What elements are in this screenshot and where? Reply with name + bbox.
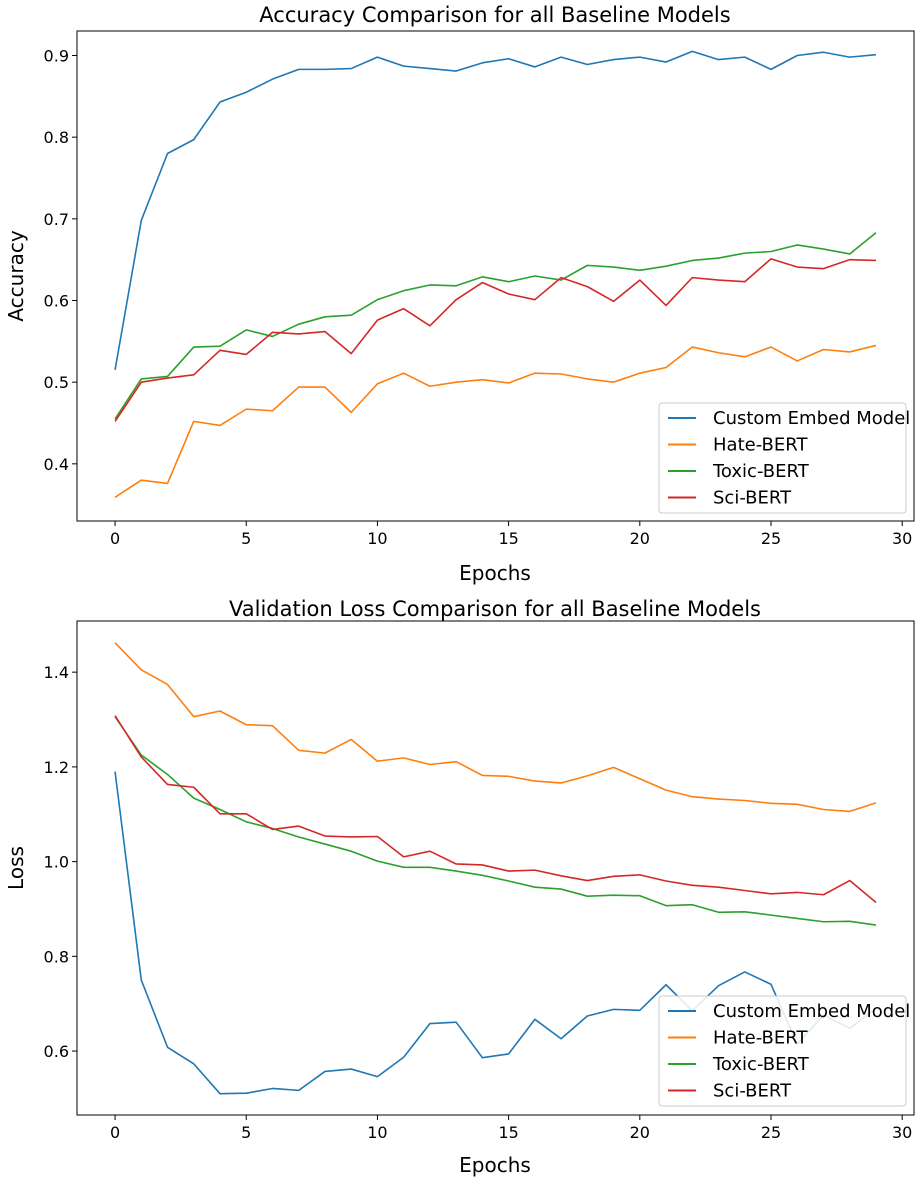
loss-y-tick-label: 0.8 [44,947,69,966]
accuracy-y-tick-label: 0.5 [44,373,69,392]
loss-y-tick-label: 1.4 [44,663,69,682]
loss-series-line-3 [114,715,877,903]
accuracy-legend-label-1: Hate-BERT [713,435,808,456]
loss-x-tick-label: 0 [110,1123,120,1142]
loss-series-line-1 [114,642,877,813]
accuracy-x-tick-label: 0 [110,529,120,548]
accuracy-y-tick-label: 0.8 [44,128,69,147]
loss-y-tick-label: 1.0 [44,853,69,872]
accuracy-plot-area: 0 5 10 15 20 25 30 0.4 0.5 0.6 0.7 0.8 0.9 Custom Emb… [44,30,915,548]
accuracy-x-axis-title: Epochs [459,561,531,585]
accuracy-legend-label-3: Sci-BERT [713,488,792,509]
loss-legend-label-0: Custom Embed Model [713,1001,910,1022]
accuracy-y-tick-label: 0.7 [44,210,69,229]
accuracy-y-axis-title: Accuracy [4,230,28,321]
loss-legend-label-1: Hate-BERT [713,1028,808,1049]
accuracy-y-tick-label: 0.4 [44,455,69,474]
loss-x-tick-label: 10 [367,1123,387,1142]
accuracy-x-tick-label: 30 [892,529,912,548]
loss-legend: Custom Embed Model Hate-BERT Toxic-BERT Sci… [658,995,910,1107]
accuracy-series-line-1 [114,344,877,498]
loss-x-tick-label: 20 [630,1123,650,1142]
accuracy-x-tick-label: 25 [761,529,781,548]
accuracy-chart: Accuracy Comparison for all Baseline Mod… [4,3,915,585]
accuracy-chart-title: Accuracy Comparison for all Baseline Mod… [259,3,730,27]
accuracy-y-tick-label: 0.9 [44,47,69,66]
loss-axes-frame [76,620,915,1116]
loss-chart-title: Validation Loss Comparison for all Basel… [229,597,761,621]
loss-chart: Validation Loss Comparison for all Basel… [4,597,915,1177]
loss-x-tick-label: 30 [892,1123,912,1142]
accuracy-series-line-3 [114,258,876,422]
accuracy-x-tick-label: 10 [367,529,387,548]
accuracy-legend: Custom Embed Model Hate-BERT Toxic-BERT Sci… [658,402,910,514]
loss-x-axis-title: Epochs [459,1153,531,1177]
accuracy-legend-label-2: Toxic-BERT [712,461,810,482]
accuracy-y-tick-label: 0.6 [44,292,69,311]
loss-x-tick-label: 25 [761,1123,781,1142]
loss-x-tick-label: 15 [498,1123,518,1142]
accuracy-series-line-0 [114,50,877,371]
loss-legend-box [658,995,907,1107]
accuracy-x-tick-label: 20 [630,529,650,548]
accuracy-x-tick-label: 5 [241,529,251,548]
loss-plot-area: 0 5 10 15 20 25 30 0.6 0.8 1.0 1.2 1.4 Custom Embed … [44,620,915,1142]
loss-x-tick-label: 5 [241,1123,251,1142]
accuracy-axes-frame [76,30,915,522]
loss-y-tick-label: 1.2 [44,758,69,777]
loss-legend-label-3: Sci-BERT [713,1081,792,1102]
accuracy-legend-box [658,402,907,514]
accuracy-legend-label-0: Custom Embed Model [713,408,910,429]
loss-y-axis-title: Loss [4,846,28,890]
loss-series-line-2 [114,716,877,926]
loss-y-tick-label: 0.6 [44,1042,69,1061]
accuracy-series-line-2 [114,232,877,420]
loss-legend-label-2: Toxic-BERT [712,1054,810,1075]
accuracy-x-tick-label: 15 [498,529,518,548]
loss-series-line-0 [114,771,877,1095]
